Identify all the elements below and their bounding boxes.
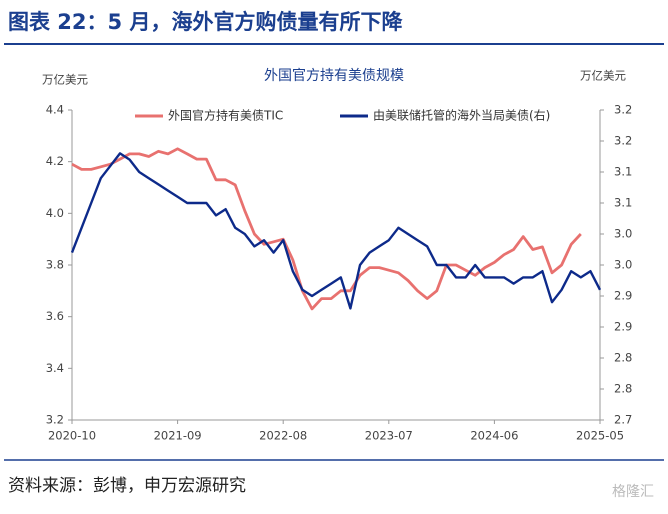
y2-tick-label: 2.7	[614, 413, 632, 427]
y2-tick-label: 2.9	[614, 289, 632, 303]
y2-tick-label: 3.2	[614, 103, 632, 117]
watermark: 格隆汇	[612, 484, 654, 500]
y-tick-label: 3.8	[46, 258, 64, 272]
y-tick-label: 3.4	[46, 361, 64, 375]
y-axis-label: 万亿美元	[42, 73, 88, 87]
y2-tick-label: 2.9	[614, 320, 632, 334]
y2-tick-label: 3.0	[614, 258, 632, 272]
y2-tick-label: 3.2	[614, 134, 632, 148]
x-tick-label: 2025-05	[576, 429, 624, 443]
x-tick-label: 2022-08	[259, 429, 307, 443]
footer-source: 资料来源：彭博，申万宏源研究	[8, 476, 246, 496]
series-line	[71, 147, 582, 311]
x-tick-label: 2024-06	[470, 429, 518, 443]
y2-tick-label: 2.8	[614, 351, 632, 365]
y-tick-label: 4.2	[46, 154, 64, 168]
legend-label: 由美联储托管的海外当局美债(右)	[373, 108, 550, 123]
y2-tick-label: 2.8	[614, 382, 632, 396]
y2-tick-label: 3.1	[614, 196, 632, 210]
header-title: 图表 22：5 月，海外官方购债量有所下降	[8, 10, 403, 34]
chart-title: 外国官方持有美债规模	[264, 68, 404, 84]
y-tick-label: 3.2	[46, 413, 64, 427]
x-tick-label: 2020-10	[48, 429, 96, 443]
y2-axis-label: 万亿美元	[580, 69, 626, 83]
x-tick-label: 2021-09	[154, 429, 202, 443]
y-tick-label: 3.6	[46, 309, 64, 323]
y-tick-label: 4.0	[46, 206, 64, 220]
legend-label: 外国官方持有美债TIC	[168, 108, 283, 123]
series-line	[70, 152, 602, 310]
y2-tick-label: 3.0	[614, 227, 632, 241]
x-tick-label: 2023-07	[365, 429, 413, 443]
y-tick-label: 4.4	[46, 103, 64, 117]
y2-tick-label: 3.1	[614, 165, 632, 179]
